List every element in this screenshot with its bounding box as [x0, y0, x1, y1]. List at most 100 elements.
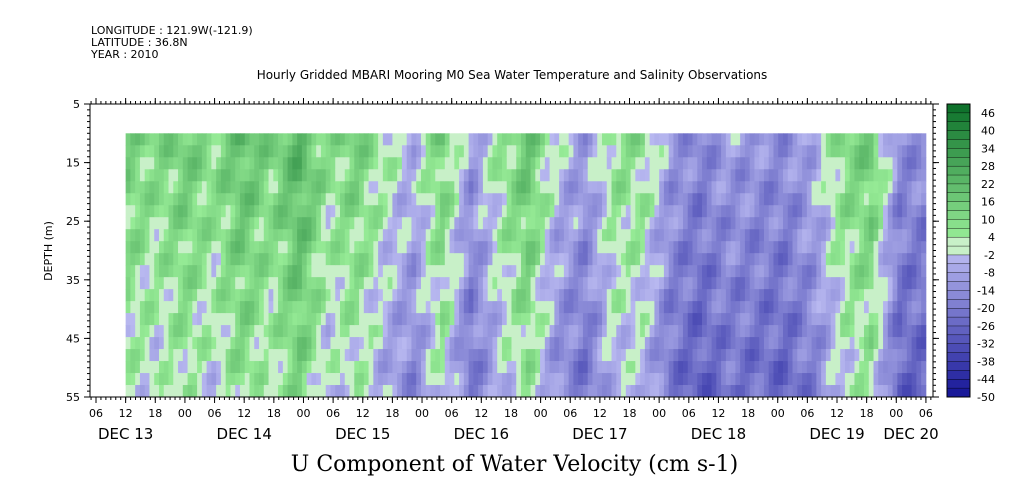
heatmap-cell [487, 181, 493, 194]
heatmap-cell [716, 385, 722, 398]
heatmap-cell [821, 337, 827, 350]
heatmap-cell [206, 373, 212, 386]
heatmap-cell [316, 217, 322, 230]
heatmap-cell [778, 337, 784, 350]
heatmap-cell [754, 253, 760, 266]
heatmap-cell [535, 349, 541, 362]
heatmap-cell [659, 265, 665, 278]
heatmap-cell [425, 301, 431, 314]
heatmap-cell [668, 265, 674, 278]
heatmap-cell [859, 373, 865, 386]
heatmap-cell [682, 325, 689, 338]
heatmap-cell [854, 169, 860, 182]
heatmap-cell [702, 373, 708, 386]
heatmap-cell [744, 205, 751, 218]
heatmap-cell [144, 349, 150, 362]
heatmap-cell [859, 277, 865, 290]
heatmap-cell [235, 373, 241, 386]
heatmap-cell [678, 301, 684, 314]
heatmap-cell [197, 217, 203, 230]
heatmap-cell [687, 157, 693, 170]
heatmap-cell [354, 133, 360, 146]
heatmap-cell [916, 217, 922, 230]
heatmap-cell [825, 133, 832, 146]
heatmap-cell [702, 205, 708, 218]
heatmap-cell [406, 325, 412, 338]
heatmap-cell [316, 229, 322, 242]
heatmap-cell [506, 337, 512, 350]
heatmap-cell [178, 217, 184, 230]
heatmap-cell [549, 205, 555, 218]
heatmap-cell [368, 169, 374, 182]
heatmap-cell [154, 253, 160, 266]
heatmap-cell [482, 205, 489, 218]
heatmap-cell [325, 145, 331, 158]
heatmap-cell [540, 289, 546, 302]
heatmap-cell [139, 337, 146, 350]
heatmap-cell [873, 289, 879, 302]
heatmap-cell [297, 361, 303, 374]
heatmap-cell [663, 325, 670, 338]
heatmap-cell [163, 313, 169, 326]
heatmap-cell [197, 229, 203, 242]
heatmap-cell [497, 361, 503, 374]
heatmap-cell [368, 313, 374, 326]
x-tick-label: 18 [741, 407, 755, 420]
heatmap-cell [382, 337, 389, 350]
heatmap-cell [854, 325, 860, 338]
heatmap-cell [668, 301, 674, 314]
heatmap-cell [759, 313, 765, 326]
heatmap-cell [392, 205, 398, 218]
heatmap-cell [130, 301, 136, 314]
heatmap-cell [149, 145, 155, 158]
heatmap-cell [787, 205, 793, 218]
heatmap-cell [878, 349, 884, 362]
heatmap-cell [854, 349, 860, 362]
heatmap-cell [340, 157, 346, 170]
heatmap-cell [316, 193, 322, 206]
heatmap-cell [754, 373, 760, 386]
heatmap-cell [173, 145, 179, 158]
heatmap-cell [578, 193, 584, 206]
heatmap-cell [168, 169, 174, 182]
heatmap-cell [139, 313, 146, 326]
heatmap-cell [273, 277, 279, 290]
heatmap-cell [278, 253, 284, 266]
heatmap-cell [630, 265, 636, 278]
heatmap-cell [444, 193, 450, 206]
heatmap-cell [687, 253, 693, 266]
heatmap-cell [873, 385, 879, 398]
heatmap-cell [616, 181, 622, 194]
heatmap-cell [892, 385, 898, 398]
heatmap-cell [716, 145, 722, 158]
heatmap-cell [501, 277, 508, 290]
heatmap-cell [754, 217, 760, 230]
heatmap-cell [749, 337, 755, 350]
heatmap-cell [702, 265, 708, 278]
heatmap-cell [554, 217, 560, 230]
heatmap-cell [816, 181, 822, 194]
heatmap-cell [378, 361, 384, 374]
heatmap-cell [797, 145, 803, 158]
heatmap-cell [173, 193, 179, 206]
heatmap-cell [530, 301, 536, 314]
heatmap-cell [706, 349, 712, 362]
heatmap-cell [811, 169, 817, 182]
heatmap-cell [344, 373, 350, 386]
heatmap-cell [244, 313, 250, 326]
heatmap-cell [749, 169, 755, 182]
heatmap-cell [768, 301, 774, 314]
heatmap-cell [482, 349, 489, 362]
heatmap-cell [311, 277, 317, 290]
heatmap-cell [859, 193, 865, 206]
heatmap-cell [501, 337, 508, 350]
heatmap-cell [802, 133, 808, 146]
heatmap-cell [206, 385, 212, 398]
heatmap-cell [554, 193, 560, 206]
heatmap-cell [563, 133, 570, 146]
heatmap-cell [287, 253, 293, 266]
heatmap-cell [440, 157, 446, 170]
heatmap-cell [440, 133, 446, 146]
heatmap-cell [663, 337, 670, 350]
heatmap-cell [220, 313, 227, 326]
